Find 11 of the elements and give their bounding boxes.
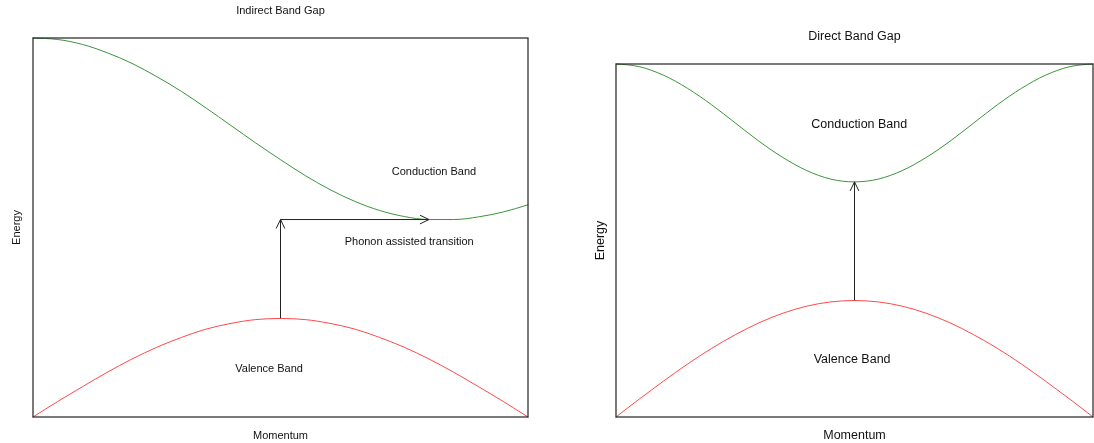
annotation: Conduction Band bbox=[391, 164, 477, 177]
chart-title: Direct Band Gap bbox=[808, 29, 901, 43]
x-axis-title: Momentum bbox=[823, 428, 886, 443]
annotation: Conduction Band bbox=[811, 117, 908, 132]
chart-title: Indirect Band Gap bbox=[236, 4, 325, 16]
y-axis-title: Energy bbox=[9, 209, 22, 245]
annotation: Phonon assisted transition bbox=[344, 234, 474, 247]
y-axis-title: Energy bbox=[593, 219, 608, 261]
x-axis-title: Momentum bbox=[252, 428, 309, 441]
annotation: Valence Band bbox=[813, 352, 891, 367]
annotation: Valence Band bbox=[235, 362, 303, 375]
